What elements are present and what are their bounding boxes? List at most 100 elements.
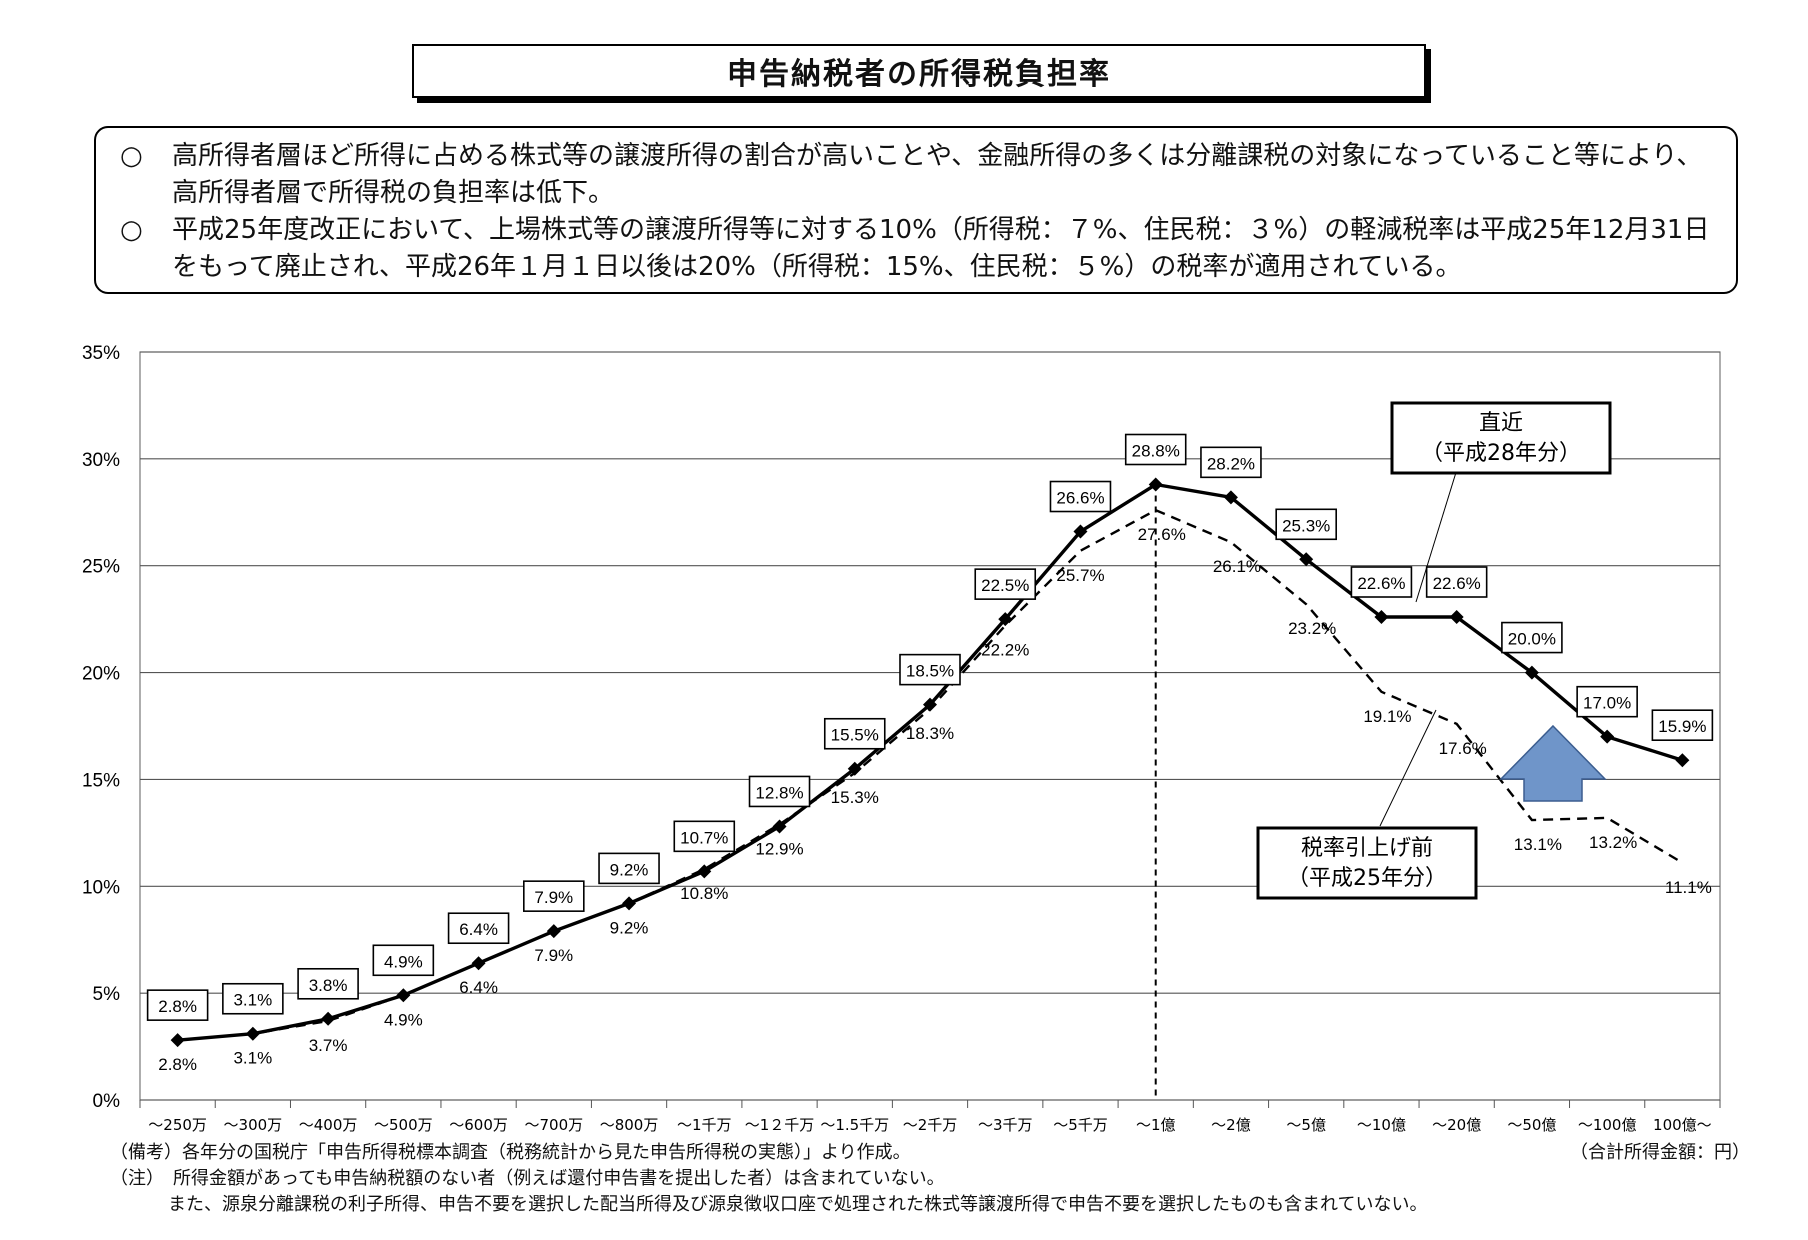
data-label-before: 2.8% — [158, 1055, 197, 1074]
callout-recent-subtitle: （平成28年分） — [1421, 441, 1581, 466]
diamond-marker — [847, 761, 862, 776]
data-label-box — [146, 989, 209, 1021]
y-tick-label: 35% — [82, 343, 120, 364]
x-tick-label: ～1千万 — [677, 1116, 732, 1134]
y-tick-label: 5% — [93, 984, 121, 1005]
data-label-recent: 25.3% — [1282, 516, 1330, 535]
data-label-box — [447, 912, 510, 945]
y-tick-label: 15% — [82, 770, 120, 791]
x-tick-label: ～600万 — [449, 1116, 508, 1134]
y-tick-label: 10% — [82, 877, 120, 898]
data-label-before: 3.7% — [309, 1036, 348, 1055]
x-tick-label: ～500万 — [374, 1116, 433, 1134]
callout-box-before — [1256, 826, 1478, 900]
data-label-box — [899, 653, 961, 686]
data-label-recent: 4.9% — [384, 952, 423, 971]
chart-series — [170, 477, 1690, 1100]
y-tick-label: 30% — [82, 450, 120, 471]
x-tick-label: ～5千万 — [1053, 1116, 1108, 1134]
data-label-box — [1501, 621, 1563, 654]
note-item: ○ 高所得者層ほど所得に占める株式等の譲渡所得の割合が高いことや、金融所得の多く… — [120, 138, 1712, 212]
callout-before-subtitle: （平成25年分） — [1287, 866, 1447, 891]
chart-annotations: 直近 （平成28年分） 税率引上げ前 （平成25年分） — [1256, 401, 1612, 900]
diamond-marker — [396, 988, 411, 1003]
diamond-marker — [170, 1033, 185, 1048]
data-label-before: 12.9% — [755, 839, 803, 858]
data-label-box — [523, 880, 585, 912]
summary-notes: ○ 高所得者層ほど所得に占める株式等の譲渡所得の割合が高いことや、金融所得の多く… — [94, 126, 1738, 294]
data-label-box — [1275, 508, 1337, 541]
x-tick-label: ～50億 — [1507, 1116, 1556, 1134]
x-tick-label: ～5億 — [1286, 1116, 1326, 1134]
diamond-marker — [1073, 524, 1088, 539]
data-label-recent: 22.6% — [1433, 574, 1481, 593]
data-label-before: 27.6% — [1138, 525, 1186, 544]
diamond-marker — [245, 1026, 260, 1041]
data-label-before: 15.3% — [831, 788, 879, 807]
data-label-before: 3.1% — [233, 1049, 272, 1068]
diamond-marker — [697, 864, 712, 879]
x-tick-label: ～2億 — [1211, 1116, 1251, 1134]
x-tick-label: ～2千万 — [903, 1116, 958, 1134]
note-item: ○ 平成25年度改正において、上場株式等の譲渡所得等に対する10%（所得税：７%… — [120, 212, 1712, 286]
up-arrow-icon — [1499, 724, 1607, 802]
x-tick-label: ～1億 — [1136, 1116, 1176, 1134]
data-label-recent: 22.5% — [981, 576, 1029, 595]
footnote-unit: （合計所得金額：円） — [1570, 1142, 1750, 1163]
data-label-recent: 20.0% — [1508, 630, 1556, 649]
data-label-recent: 17.0% — [1583, 694, 1631, 713]
data-label-recent: 3.1% — [233, 991, 272, 1010]
data-label-before: 13.2% — [1589, 833, 1637, 852]
diamond-marker — [1675, 753, 1690, 768]
tax-burden-line-chart: 0% 5% 10% 15% 20% 25% 30% 35% ～250万 ～300万 ～400万 ～50… — [82, 343, 1721, 1134]
diamond-marker — [772, 819, 787, 834]
x-tick-label: ～1.5千万 — [820, 1116, 889, 1134]
data-label-box — [1576, 685, 1638, 718]
diamond-marker — [1524, 665, 1539, 680]
y-tick-label: 0% — [93, 1091, 121, 1112]
data-label-recent: 28.8% — [1132, 442, 1180, 461]
data-label-before: 11.1% — [1665, 878, 1712, 897]
data-label-box — [372, 944, 435, 977]
data-label-before: 22.2% — [981, 641, 1029, 660]
data-label-recent: 15.9% — [1658, 717, 1706, 736]
data-label-recent: 7.9% — [534, 888, 573, 907]
x-tick-label: ～400万 — [299, 1116, 358, 1134]
data-label-box — [673, 820, 736, 853]
data-label-recent: 9.2% — [610, 860, 649, 879]
data-label-recent: 18.5% — [906, 662, 954, 681]
y-tick-label: 25% — [82, 557, 120, 578]
diamond-marker — [923, 697, 937, 712]
data-label-recent: 3.8% — [309, 976, 348, 995]
x-tick-label: ～20億 — [1432, 1116, 1481, 1134]
note-text: 高所得者層ほど所得に占める株式等の譲渡所得の割合が高いことや、金融所得の多くは分… — [172, 141, 1703, 208]
footnotes: （備考）各年分の国税庁「申告所得税標本調査（税務統計から見た申告所得税の実態）」… — [110, 1140, 1750, 1218]
data-label-recent: 10.7% — [680, 828, 728, 847]
diamond-marker — [1148, 477, 1163, 492]
note-text: 平成25年度改正において、上場株式等の譲渡所得等に対する10%（所得税：７%、住… — [172, 215, 1710, 282]
x-tick-label: ～700万 — [524, 1116, 583, 1134]
page-title: 申告納税者の所得税負担率 — [727, 57, 1111, 92]
diamond-marker — [1374, 610, 1389, 625]
data-label-recent: 12.8% — [755, 783, 803, 802]
x-tick-label: ～100億 — [1578, 1116, 1637, 1134]
data-label-box — [1124, 433, 1187, 466]
callout-recent-title: 直近 — [1479, 411, 1523, 436]
data-label-box — [1350, 566, 1413, 598]
diamond-marker — [471, 956, 486, 971]
data-label-before: 9.2% — [610, 918, 649, 937]
data-label-box — [598, 852, 660, 885]
data-label-box — [748, 775, 811, 808]
diamond-marker — [321, 1011, 336, 1026]
data-label-box — [1200, 446, 1262, 479]
y-tick-label: 20% — [82, 664, 120, 685]
x-tick-label: ～800万 — [600, 1116, 659, 1134]
data-label-before: 4.9% — [384, 1010, 423, 1029]
data-label-before: 10.8% — [680, 884, 728, 903]
data-label-box — [222, 982, 284, 1015]
diamond-marker — [1449, 610, 1464, 625]
data-label-box — [1049, 480, 1112, 513]
callout-box-recent — [1390, 401, 1612, 475]
diamond-marker — [998, 612, 1013, 627]
diamond-marker — [1223, 490, 1238, 505]
